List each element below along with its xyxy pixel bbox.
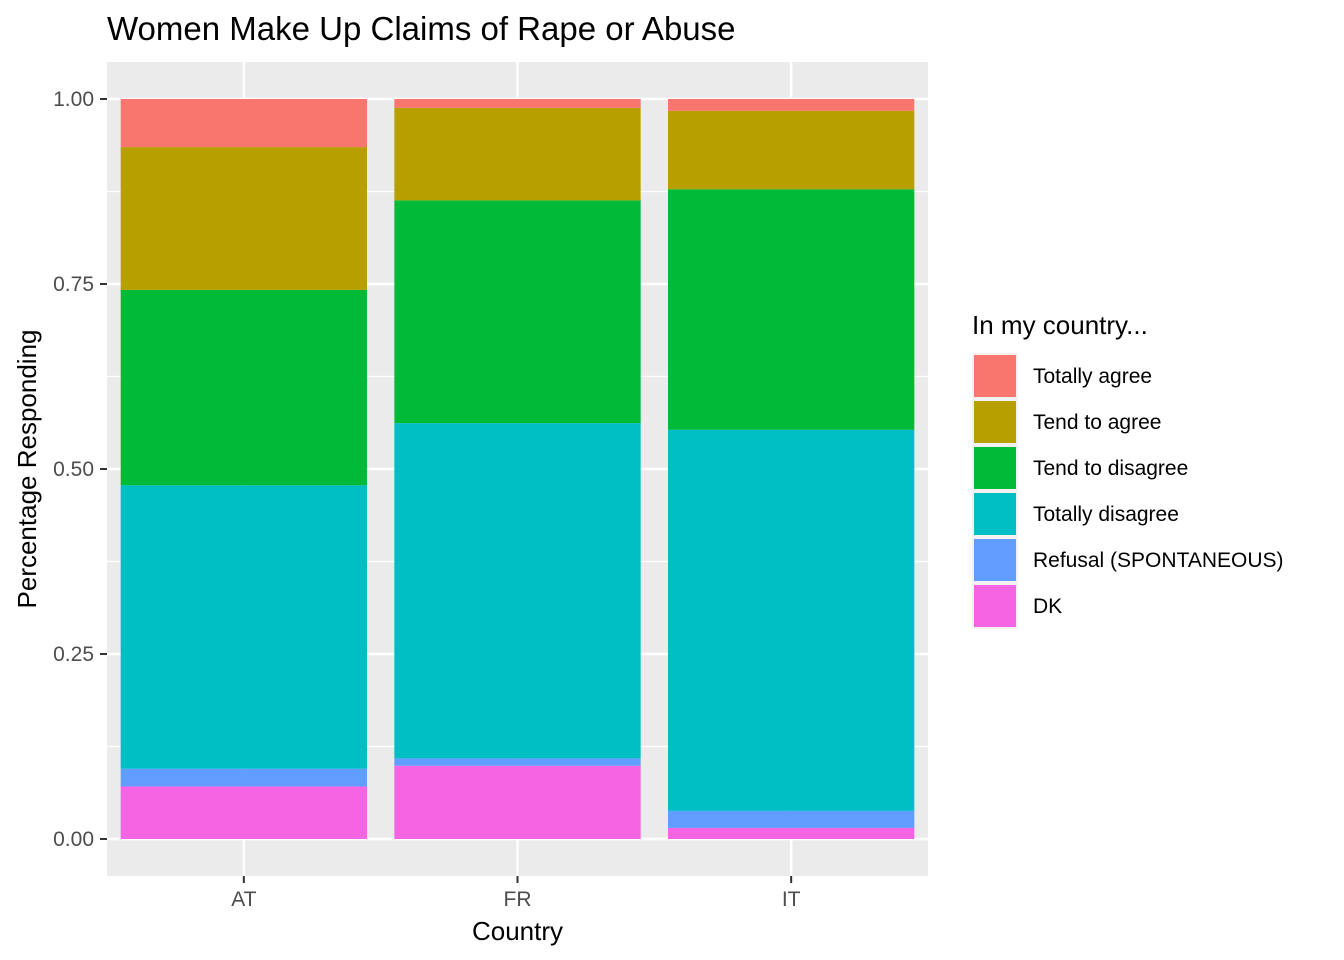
- legend-swatch: [974, 401, 1016, 443]
- x-tick-label: AT: [231, 888, 256, 911]
- y-tick-label: 0.75: [53, 273, 94, 296]
- x-axis-title: Country: [472, 916, 563, 946]
- bar-segment: [394, 99, 641, 108]
- legend-swatch: [974, 447, 1016, 489]
- legend-swatch: [974, 355, 1016, 397]
- bar-segment: [394, 423, 641, 759]
- bar-segment: [120, 289, 367, 486]
- legend-swatch: [974, 539, 1016, 581]
- bar-segment: [668, 110, 915, 190]
- chart-title: Women Make Up Claims of Rape or Abuse: [107, 10, 736, 47]
- legend-label: Tend to agree: [1033, 411, 1161, 434]
- bar-segment: [668, 189, 915, 430]
- x-axis: AT FR IT: [231, 876, 801, 911]
- bars: [120, 99, 915, 839]
- bar-segment: [668, 429, 915, 811]
- y-tick-label: 0.25: [53, 643, 94, 666]
- bar-segment: [120, 485, 367, 769]
- bar-segment: [668, 827, 915, 839]
- bar-segment: [394, 200, 641, 424]
- legend-swatch: [974, 585, 1016, 627]
- bar-segment: [120, 768, 367, 787]
- y-axis-title: Percentage Responding: [12, 330, 42, 609]
- y-tick-label: 1.00: [53, 88, 94, 111]
- bar-segment: [120, 99, 367, 148]
- legend-label: Totally agree: [1033, 365, 1152, 388]
- legend-swatch: [974, 493, 1016, 535]
- bar-segment: [120, 786, 367, 839]
- legend: In my country... Totally agree Tend to ag…: [972, 310, 1284, 629]
- bar-segment: [394, 758, 641, 766]
- bar-segment: [394, 107, 641, 201]
- legend-label: Tend to disagree: [1033, 457, 1188, 480]
- y-axis: 0.00 0.25 0.50 0.75 1.00: [53, 88, 107, 851]
- legend-label: DK: [1033, 595, 1062, 618]
- legend-label: Totally disagree: [1033, 503, 1179, 526]
- y-tick-label: 0.00: [53, 828, 94, 851]
- bar-segment: [394, 765, 641, 839]
- legend-label: Refusal (SPONTANEOUS): [1033, 549, 1284, 572]
- legend-title: In my country...: [972, 310, 1148, 340]
- x-tick-label: IT: [782, 888, 801, 911]
- y-tick-label: 0.50: [53, 458, 94, 481]
- bar-segment: [120, 147, 367, 290]
- bar-segment: [668, 99, 915, 111]
- x-tick-label: FR: [504, 888, 532, 911]
- bar-segment: [668, 810, 915, 828]
